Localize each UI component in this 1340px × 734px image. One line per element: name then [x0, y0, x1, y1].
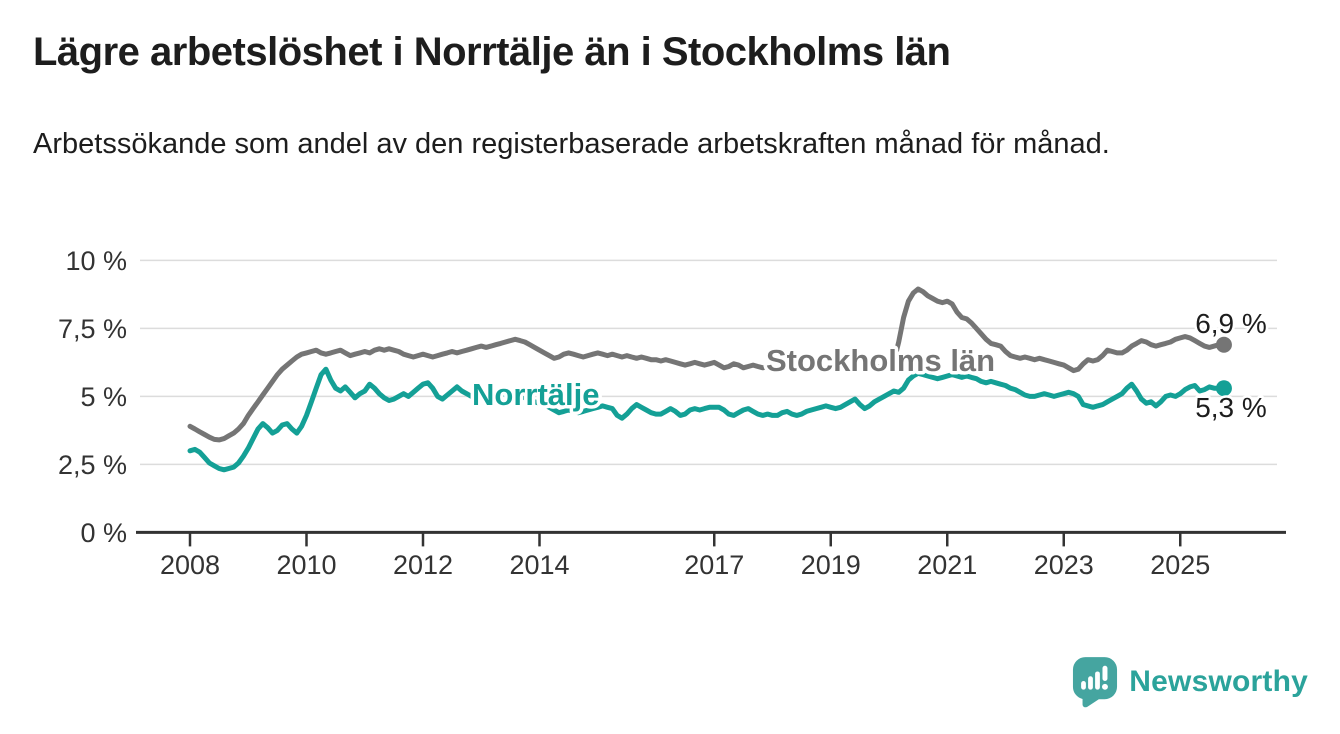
y-tick-label: 0 %	[80, 518, 127, 548]
newsworthy-logo-icon	[1073, 657, 1118, 708]
x-tick-label: 2019	[801, 550, 861, 580]
norrtalje-line	[187, 366, 1227, 473]
stockholms-lan-line	[187, 286, 1227, 443]
chart-subtitle: Arbetssökande som andel av den registerb…	[33, 128, 1110, 160]
x-tick-label: 2023	[1034, 550, 1094, 580]
x-tick-label: 2012	[393, 550, 453, 580]
y-tick-label: 7,5 %	[58, 314, 127, 344]
norrtalje-end-dot	[1215, 380, 1232, 397]
newsworthy-wordmark: Newsworthy	[1129, 665, 1308, 698]
stockholms-lan-series-label: Stockholms län	[766, 343, 995, 378]
x-tick-label: 2008	[160, 550, 220, 580]
newsworthy-brand: Newsworthy	[1072, 656, 1308, 708]
x-tick-label: 2010	[276, 550, 336, 580]
x-tick-label: 2014	[509, 550, 569, 580]
chart-title: Lägre arbetslöshet i Norrtälje än i Stoc…	[33, 30, 951, 74]
x-tick-label: 2017	[684, 550, 744, 580]
y-tick-label: 2,5 %	[58, 450, 127, 480]
stockholms-lan-end-value-label: 6,9 %	[1195, 308, 1267, 339]
y-tick-label: 5 %	[80, 382, 127, 412]
norrtalje-series-label: Norrtälje	[472, 377, 599, 412]
stockholms-lan-end-dot	[1215, 336, 1232, 353]
x-tick-label: 2025	[1150, 550, 1210, 580]
y-tick-label: 10 %	[65, 246, 127, 276]
x-tick-label: 2021	[917, 550, 977, 580]
norrtalje-end-value-label: 5,3 %	[1195, 392, 1267, 423]
